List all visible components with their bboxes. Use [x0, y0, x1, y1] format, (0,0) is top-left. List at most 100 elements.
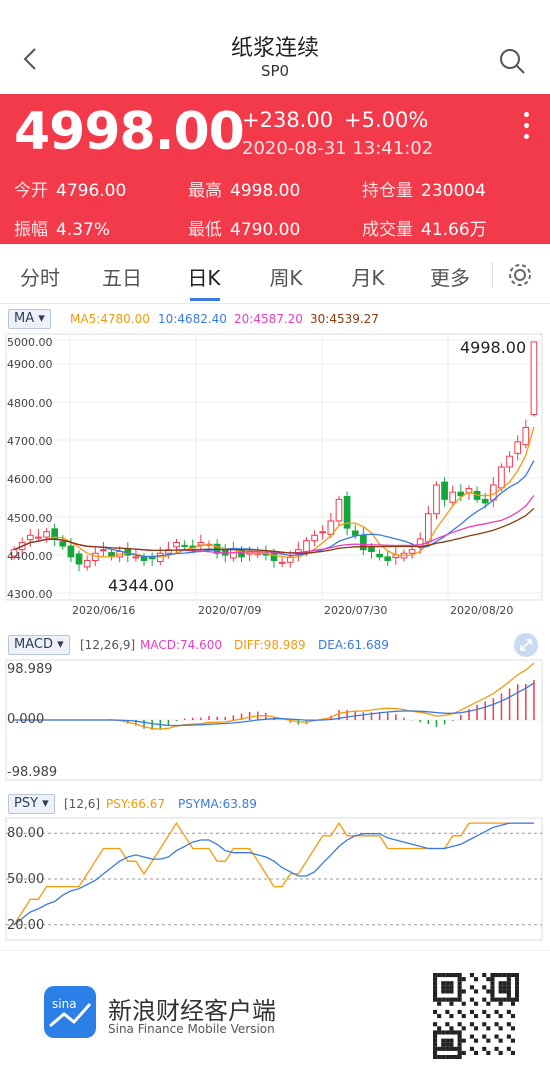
qr-module: [433, 1009, 438, 1014]
psy-line: [13, 821, 534, 926]
candle-body: [197, 541, 205, 546]
qr-module: [515, 989, 519, 994]
qr-module: [457, 1046, 462, 1051]
qr-module: [433, 997, 438, 1002]
qr-module: [494, 973, 499, 978]
qr-module: [445, 989, 450, 994]
qr-module: [441, 997, 446, 1002]
tab-five-day[interactable]: 五日: [102, 266, 142, 290]
qr-module: [482, 1046, 487, 1051]
qr-module: [437, 1046, 442, 1051]
stat-volume: 成交量 41.66万: [362, 220, 487, 240]
psyma-line: [13, 822, 534, 926]
tab-weekly-k[interactable]: 周K: [269, 266, 303, 290]
y-tick: 4800.00: [7, 397, 53, 410]
qr-module: [498, 985, 503, 990]
tab-intraday[interactable]: 分时: [20, 266, 60, 290]
more-menu-icon[interactable]: [524, 112, 530, 142]
qr-module: [449, 1055, 454, 1059]
qr-module: [506, 1009, 511, 1014]
qr-module: [510, 1038, 515, 1043]
qr-module: [482, 997, 487, 1002]
page-title: 纸浆连续: [230, 36, 319, 61]
stat-open: 今开 4796.00: [14, 181, 127, 201]
psy-indicator-select[interactable]: PSY ▾: [8, 794, 55, 814]
stat-low: 最低 4790.00: [188, 220, 301, 240]
ma30-line: [13, 507, 535, 554]
candle-body: [286, 556, 294, 563]
qr-module: [441, 989, 446, 994]
tab-monthly-k[interactable]: 月K: [351, 266, 385, 290]
qr-module: [441, 973, 446, 978]
page-subtitle: SP0: [260, 62, 290, 80]
qr-module: [506, 1034, 511, 1039]
qr-module: [437, 1055, 442, 1059]
candle-body: [335, 498, 343, 522]
candle-body: [181, 544, 188, 547]
qr-module: [515, 977, 519, 982]
qr-module: [449, 989, 454, 994]
qr-module: [457, 989, 462, 994]
back-arrow-icon[interactable]: [18, 46, 44, 72]
qr-module: [515, 973, 519, 978]
qr-module: [433, 981, 438, 986]
qr-module: [457, 1055, 462, 1059]
qr-module: [474, 1014, 479, 1019]
candle-body: [67, 545, 75, 558]
gear-icon[interactable]: [507, 262, 533, 288]
qr-module: [461, 1001, 466, 1006]
ma-indicator-select[interactable]: MA ▾: [8, 309, 51, 329]
max-price-label: 4998.00: [460, 338, 527, 357]
qr-module: [445, 985, 450, 990]
sina-logo: sina: [44, 986, 96, 1038]
qr-module: [437, 1014, 442, 1019]
qr-module: [437, 1030, 442, 1035]
qr-module: [433, 993, 438, 998]
candle-body: [132, 556, 140, 559]
qr-module: [482, 973, 487, 978]
search-icon[interactable]: [498, 47, 526, 75]
qr-module: [498, 1038, 503, 1043]
stat-high: 最高 4998.00: [188, 181, 301, 201]
qr-module: [449, 973, 454, 978]
qr-module: [449, 1014, 454, 1019]
qr-module: [441, 1038, 446, 1043]
qr-module: [457, 997, 462, 1002]
qr-module: [474, 1001, 479, 1006]
qr-module: [510, 997, 515, 1002]
qr-module: [457, 993, 462, 998]
qr-module: [441, 981, 446, 986]
qr-module: [449, 1030, 454, 1035]
qr-module: [457, 1009, 462, 1014]
psy-y-tick: 50.00: [7, 872, 45, 887]
qr-module: [486, 989, 491, 994]
qr-module: [469, 1009, 474, 1014]
y-tick: 4700.00: [7, 435, 53, 448]
qr-module: [502, 989, 507, 994]
qr-module: [469, 997, 474, 1002]
candle-body: [530, 341, 538, 416]
kline-chart[interactable]: [0, 0, 550, 950]
candle-body: [498, 466, 505, 489]
candle-body: [514, 441, 522, 454]
qr-module: [445, 997, 450, 1002]
qr-module: [433, 1022, 438, 1027]
tab-more[interactable]: 更多: [430, 266, 470, 290]
tab-daily-k[interactable]: 日K: [187, 266, 221, 290]
qr-module: [433, 1046, 438, 1051]
candle-body: [35, 536, 42, 539]
macd-indicator-select[interactable]: MACD ▾: [8, 635, 70, 655]
qr-module: [474, 977, 479, 982]
candle-body: [165, 549, 172, 554]
candle-body: [408, 549, 416, 554]
macd-y-top: 98.989: [7, 662, 53, 677]
qr-module: [486, 1001, 491, 1006]
candle-body: [351, 530, 359, 536]
qr-module: [482, 985, 487, 990]
dea-value: DEA:61.689: [318, 638, 389, 652]
candle-body: [140, 556, 148, 561]
qr-module: [433, 977, 438, 982]
expand-icon[interactable]: [514, 633, 538, 657]
footer-banner: sina 新浪财经客户端 Sina Finance Mobile Version: [0, 950, 550, 1091]
qr-module: [494, 1009, 499, 1014]
